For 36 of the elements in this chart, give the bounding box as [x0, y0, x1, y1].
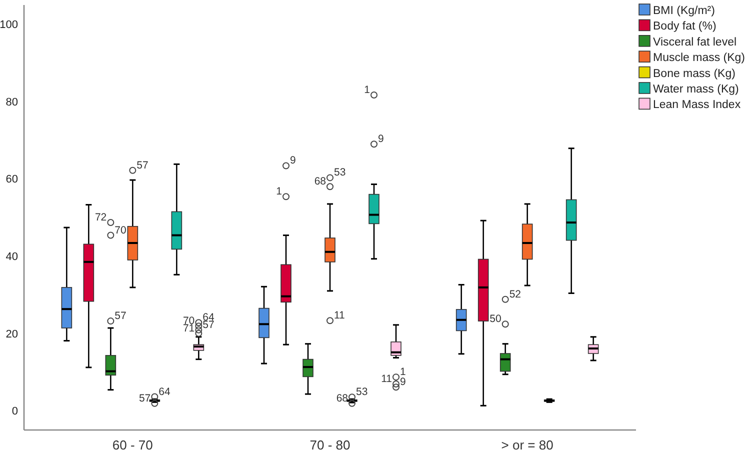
legend-label: BMI (Kg/m²)	[653, 5, 716, 18]
annotation: 1	[400, 366, 406, 378]
annotation: 52	[509, 288, 522, 300]
annotation: 11	[334, 310, 346, 322]
y-tick-label: 80	[6, 96, 18, 108]
legend-label: Body fat (%)	[653, 20, 716, 33]
annotation: 72	[94, 212, 107, 224]
y-tick-label: 100	[0, 19, 18, 32]
annotation: 64	[158, 386, 171, 398]
y-tick-label: 0	[12, 406, 18, 418]
annotation: 57	[138, 392, 151, 404]
annotation: 9	[378, 133, 384, 146]
annotation: 68	[314, 176, 326, 188]
annotation: 11	[381, 373, 392, 386]
x-tick-label: 70 - 80	[310, 438, 350, 453]
annotation: 9	[290, 154, 296, 167]
annotation: 1	[276, 186, 282, 198]
x-tick-label: > or = 80	[501, 438, 554, 453]
legend-label: Lean Mass Index	[653, 99, 741, 112]
y-tick-label: 20	[6, 328, 18, 340]
legend-label: Visceral fat level	[653, 36, 737, 48]
y-tick-label: 60	[6, 174, 18, 186]
legend-label: Bone mass (Kg)	[653, 68, 736, 80]
annotation: 1	[364, 84, 370, 96]
annotation: 53	[334, 166, 346, 179]
legend-label: Muscle mass (Kg)	[653, 52, 746, 64]
annotation: 9	[400, 376, 406, 388]
annotation: 50	[490, 313, 502, 326]
legend-label: Water mass (Kg)	[653, 84, 740, 96]
x-tick-label: 60 - 70	[112, 438, 153, 453]
annotation: 57	[136, 159, 149, 172]
annotation: 70	[114, 224, 127, 236]
annotation: 57	[114, 310, 127, 322]
annotation: 53	[356, 386, 368, 398]
y-tick-label: 40	[6, 250, 18, 263]
annotation: 68	[336, 392, 348, 404]
